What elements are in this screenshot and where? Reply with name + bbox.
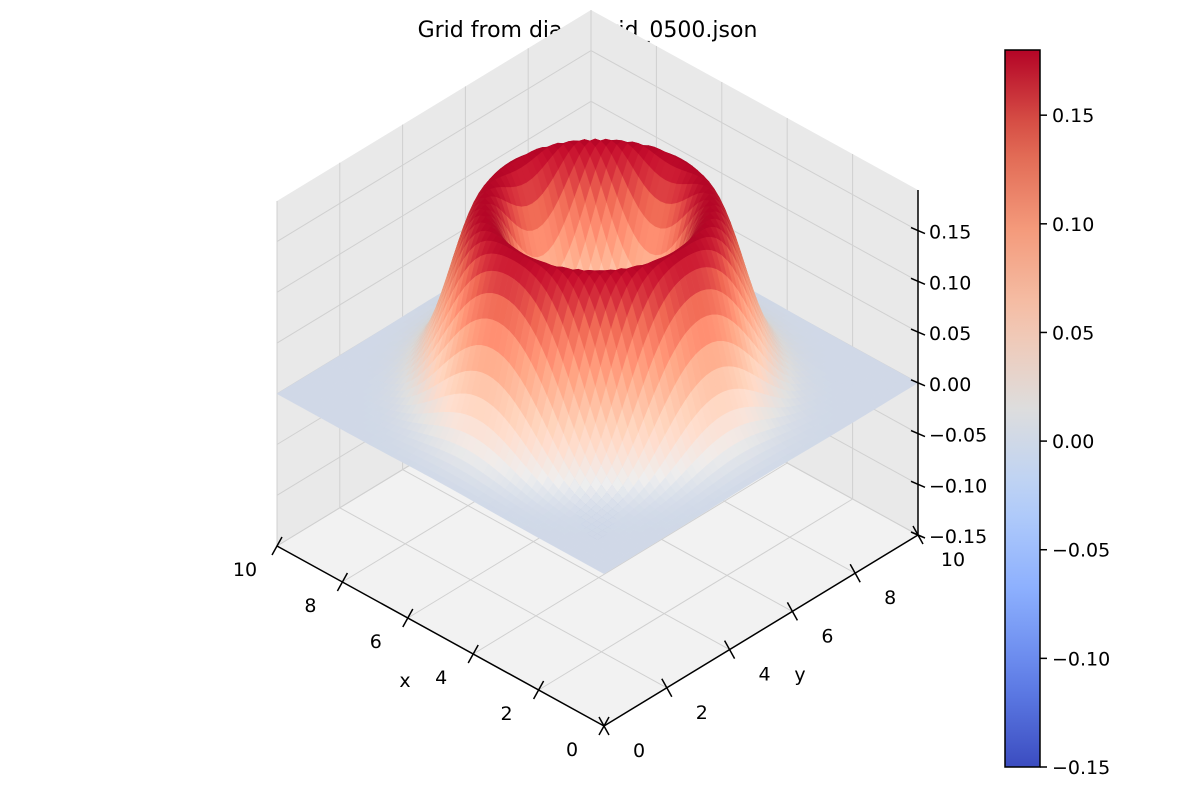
x-tick-label: 10	[233, 559, 257, 581]
z-tick	[910, 226, 926, 235]
z-tick	[910, 531, 926, 539]
gridline-z	[276, 50, 919, 243]
y-axis-label: y	[794, 664, 805, 686]
x-axis-line	[276, 545, 605, 727]
z-tick	[910, 328, 926, 336]
y-tick	[661, 678, 673, 698]
colorbar-tick-label: 0.15	[1052, 105, 1094, 127]
y-tick-label: 10	[941, 549, 965, 571]
colorbar-tick-label: −0.05	[1052, 540, 1110, 562]
x-tick-label: 6	[370, 631, 382, 653]
surface-plot	[276, 138, 919, 575]
y-tick-label: 4	[759, 664, 771, 686]
x-tick	[532, 680, 545, 700]
z-tick-label: 0.10	[929, 272, 971, 294]
z-tick	[910, 379, 926, 387]
x-tick-label: 8	[304, 595, 316, 617]
y-tick	[849, 563, 861, 583]
colorbar-frame	[1004, 49, 1041, 768]
y-tick-label: 8	[884, 587, 896, 609]
colorbar-tick-label: 0.00	[1052, 431, 1094, 453]
y-tick	[598, 716, 610, 736]
z-tick-label: −0.05	[929, 425, 987, 447]
x-tick	[271, 536, 283, 556]
z-tick	[910, 429, 926, 438]
x-tick	[336, 572, 349, 592]
gridline-z	[276, 100, 919, 293]
y-tick-label: 6	[821, 625, 833, 647]
x-tick-label: 4	[435, 667, 447, 689]
z-tick-label: 0.15	[929, 222, 971, 244]
z-tick	[910, 480, 926, 488]
z-tick-label: 0.00	[929, 374, 971, 396]
z-tick-label: −0.15	[929, 526, 987, 548]
x-tick-label: 2	[501, 703, 513, 725]
colorbar-tick-label: 0.10	[1052, 214, 1094, 236]
colorbar: −0.15 −0.10 −0.05 0.00 0.05 0.10 0.15	[1004, 49, 1110, 779]
colorbar-tick-label: 0.05	[1052, 322, 1094, 344]
colorbar-gradient	[1005, 50, 1040, 767]
axes-ticks: 02468100246810−0.15−0.10−0.050.000.050.1…	[233, 222, 987, 762]
z-tick	[910, 277, 926, 286]
x-axis-label: x	[399, 670, 410, 692]
axes-lines	[276, 190, 919, 727]
y-axis-line	[603, 534, 919, 727]
surface-facet	[598, 567, 610, 575]
z-tick-label: 0.05	[929, 323, 971, 345]
y-tick-label: 2	[696, 702, 708, 724]
z-tick-label: −0.10	[929, 475, 987, 497]
colorbar-tick-label: −0.15	[1052, 757, 1110, 779]
y-tick-label: 0	[633, 740, 645, 762]
x-tick	[402, 608, 414, 628]
y-tick	[723, 640, 736, 659]
y-tick	[786, 602, 799, 621]
colorbar-tick-label: −0.10	[1052, 648, 1110, 670]
x-tick-label: 0	[566, 739, 578, 761]
x-tick	[467, 644, 479, 664]
